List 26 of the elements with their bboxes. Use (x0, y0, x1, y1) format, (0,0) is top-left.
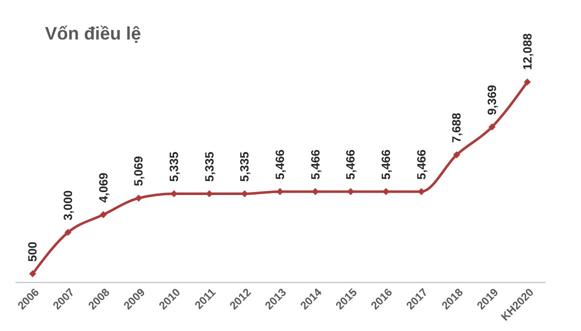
data-label: 7,688 (450, 112, 464, 143)
point (453, 151, 460, 158)
point (135, 194, 142, 202)
chart-title: Vốn điều lệ (45, 23, 142, 44)
data-label: 9,369 (485, 84, 499, 115)
data-label: 5,069 (132, 156, 146, 186)
data-label: 3,000 (61, 190, 75, 220)
data-label: 5,335 (167, 151, 181, 182)
data-label: 12,088 (520, 32, 534, 70)
point (524, 78, 531, 86)
data-label: 500 (26, 241, 40, 262)
point (29, 270, 36, 278)
data-label: 5,466 (344, 149, 358, 180)
point (100, 211, 107, 218)
data-label: 5,466 (273, 149, 287, 180)
data-label: 5,466 (308, 149, 322, 180)
data-label: 5,466 (414, 149, 428, 180)
data-label: 5,335 (202, 151, 216, 182)
data-label: 5,466 (379, 149, 393, 180)
point (312, 188, 319, 196)
point (418, 188, 425, 196)
point (347, 188, 354, 196)
data-label: 4,069 (96, 172, 110, 203)
point (488, 123, 496, 131)
data-label: 5,335 (238, 151, 252, 182)
point (64, 228, 72, 236)
